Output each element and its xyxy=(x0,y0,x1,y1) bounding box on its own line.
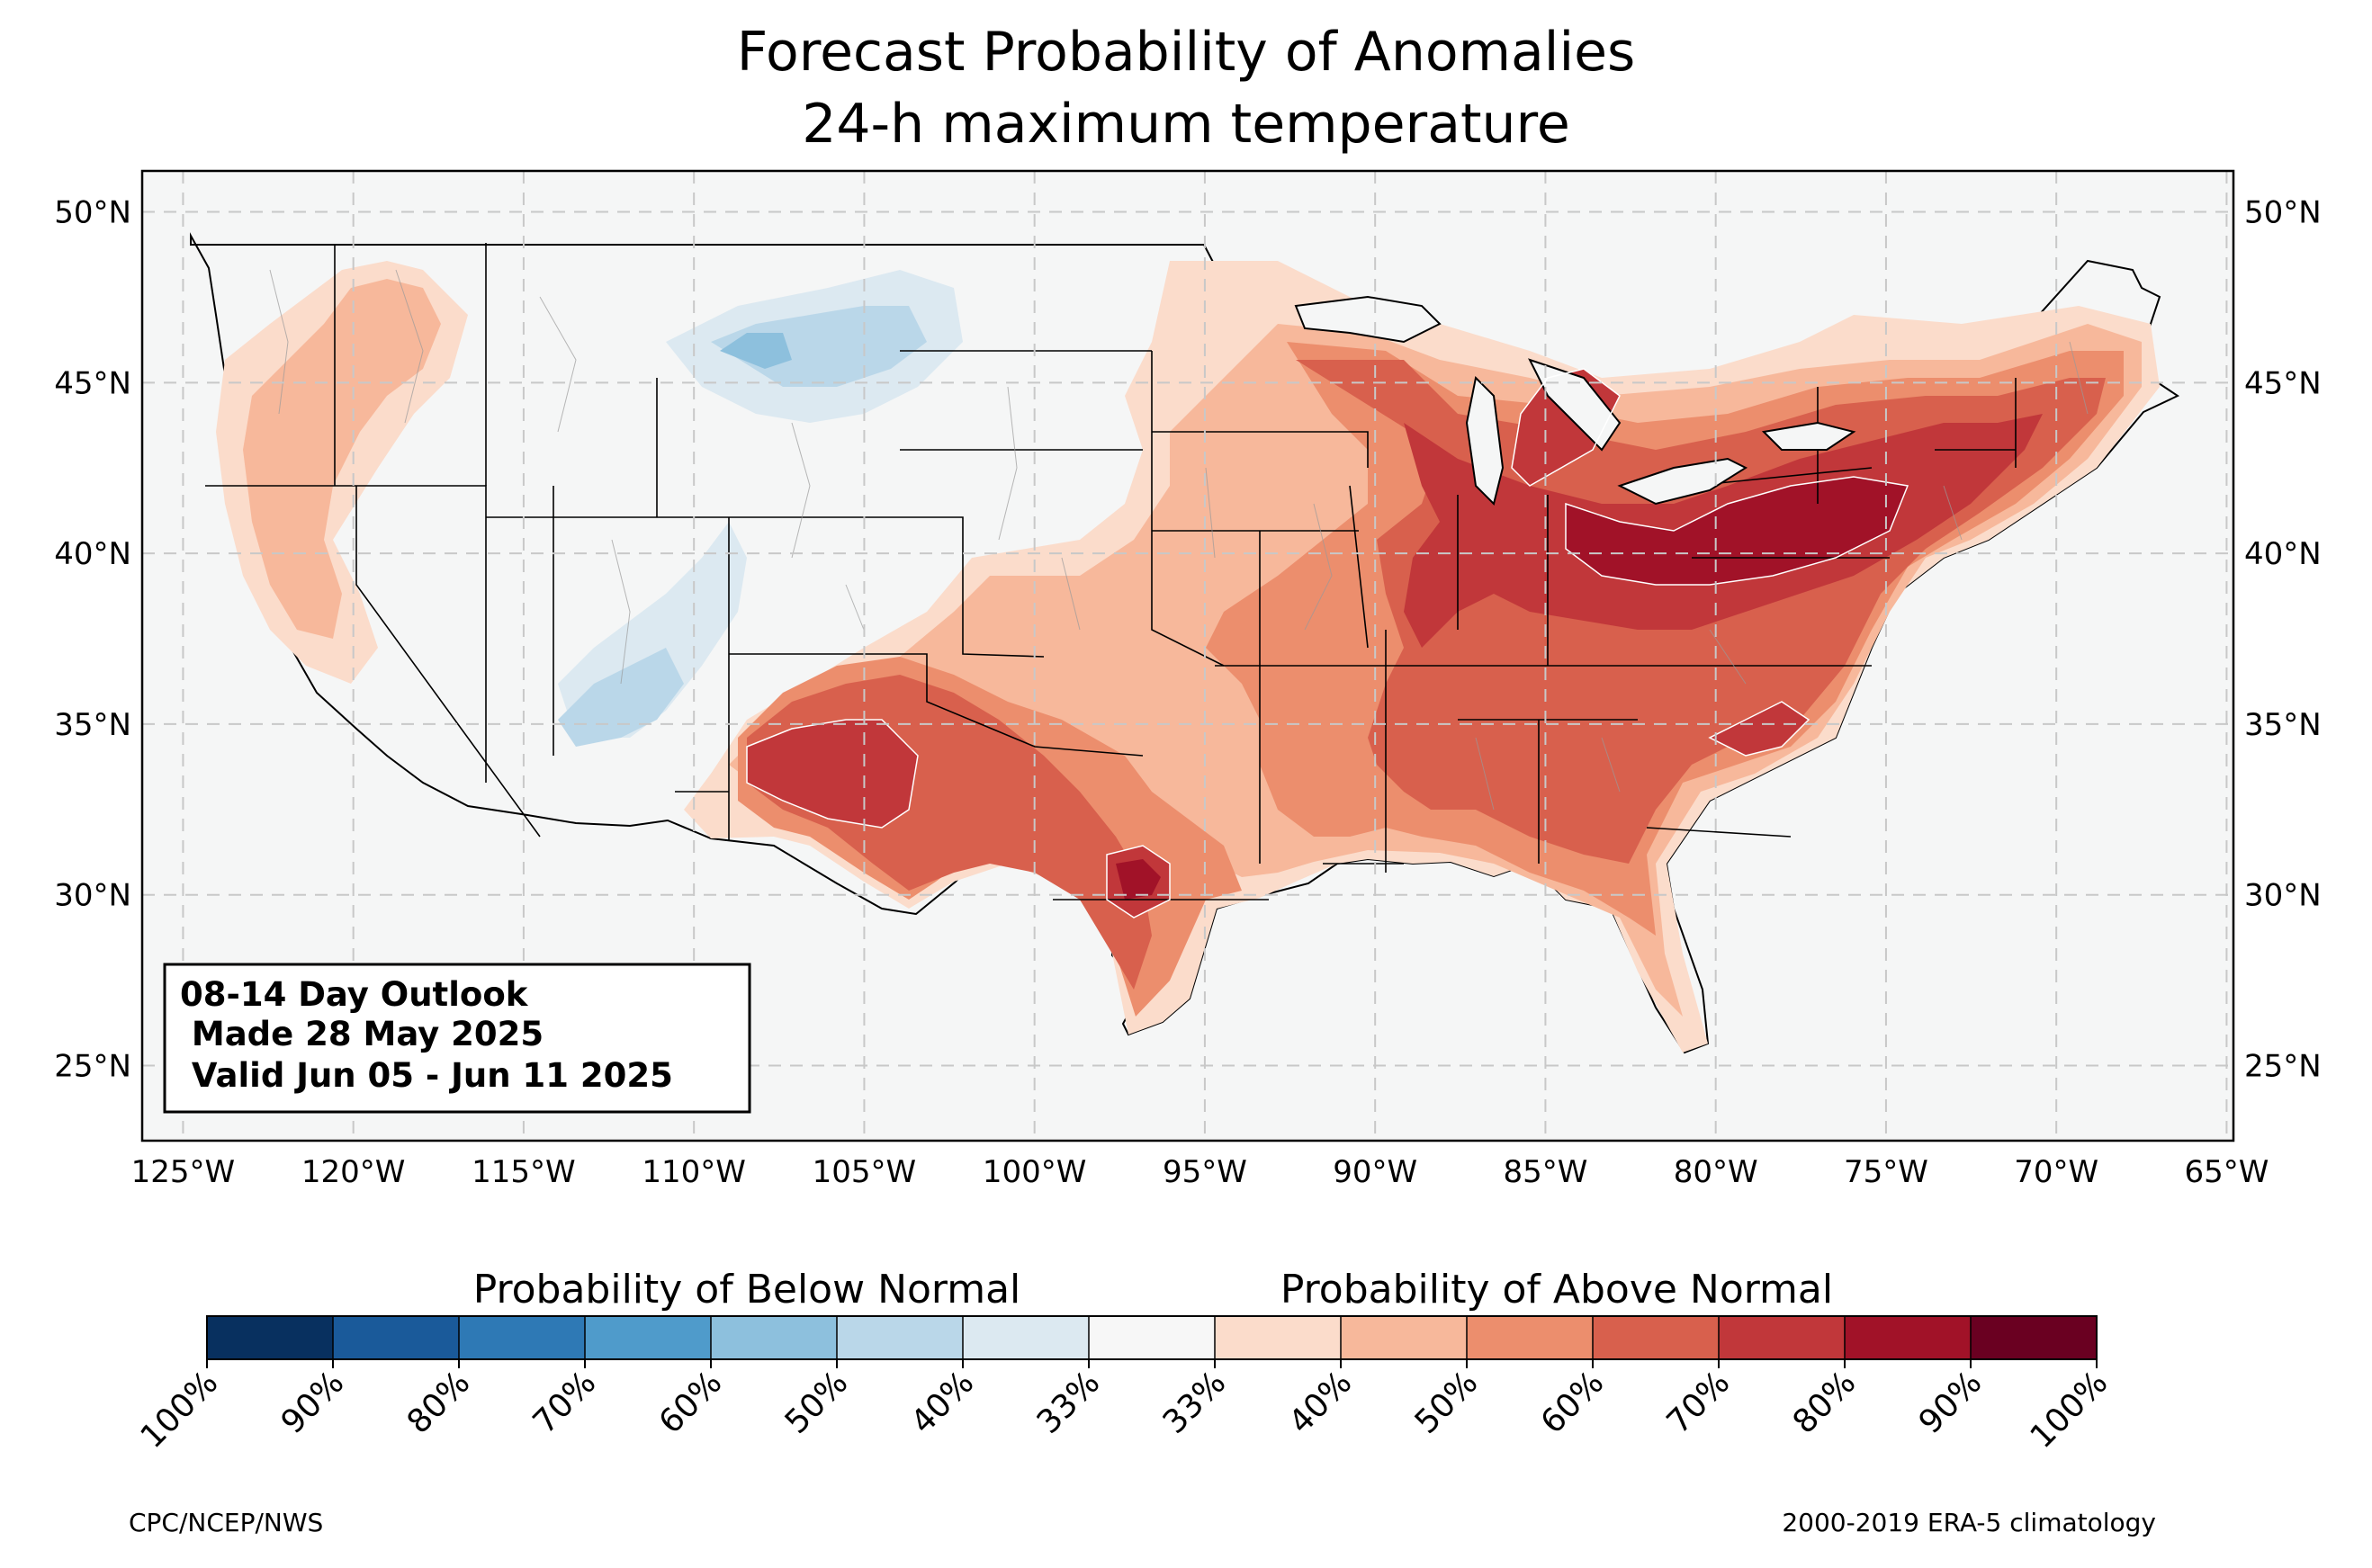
colorbar-tick-label: 60% xyxy=(1534,1364,1612,1441)
colorbar-tick-label: 50% xyxy=(1408,1364,1486,1441)
colorbar-tick-label: 40% xyxy=(1282,1364,1360,1441)
source-credit: CPC/NCEP/NWS xyxy=(129,1508,323,1537)
latitude-label: 30°N xyxy=(2244,878,2322,914)
outlook-made-date: Made 28 May 2025 xyxy=(180,1015,544,1053)
colorbar-tick-label: 60% xyxy=(652,1364,730,1441)
longitude-label: 70°W xyxy=(2014,1154,2098,1190)
colorbar-tick-label: 70% xyxy=(526,1364,604,1441)
colorbar-swatch xyxy=(207,1316,334,1359)
latitude-label: 50°N xyxy=(2244,195,2322,231)
map-title-line-2: 24-h maximum temperature xyxy=(802,93,1570,156)
colorbar-swatch xyxy=(837,1316,964,1359)
colorbar-above-title: Probability of Above Normal xyxy=(1280,1267,1833,1313)
colorbar-swatch xyxy=(459,1316,586,1359)
colorbar-tick-label: 100% xyxy=(2024,1364,2116,1456)
latitude-label: 35°N xyxy=(54,707,131,743)
colorbar-tick-label: 90% xyxy=(274,1364,352,1441)
latitude-label: 25°N xyxy=(54,1048,131,1084)
latitude-label: 35°N xyxy=(2244,707,2322,743)
colorbar-tick-label: 33% xyxy=(1030,1364,1108,1441)
map-title-line-1: Forecast Probability of Anomalies xyxy=(737,21,1636,84)
longitude-label: 75°W xyxy=(1844,1154,1928,1190)
colorbar-below-title: Probability of Below Normal xyxy=(473,1267,1021,1313)
longitude-label: 115°W xyxy=(472,1154,576,1190)
colorbar-tick-label: 33% xyxy=(1156,1364,1234,1441)
colorbar-swatches xyxy=(207,1316,2098,1359)
colorbar-tick-label: 40% xyxy=(904,1364,982,1441)
longitude-label: 80°W xyxy=(1674,1154,1758,1190)
colorbar-tick-label: 90% xyxy=(1912,1364,1990,1441)
longitude-label: 110°W xyxy=(642,1154,746,1190)
colorbar-swatch xyxy=(711,1316,838,1359)
latitude-labels-right: 50°N 45°N 40°N 35°N 30°N 25°N xyxy=(2244,195,2322,1085)
longitude-label: 125°W xyxy=(131,1154,236,1190)
state-boundaries xyxy=(205,243,2017,900)
colorbar-tick-label: 50% xyxy=(778,1364,856,1441)
latitude-label: 30°N xyxy=(54,878,131,914)
map-frame xyxy=(140,169,2235,1142)
latitude-label: 45°N xyxy=(54,365,131,401)
colorbar-swatch xyxy=(1467,1316,1594,1359)
longitude-labels: 125°W 120°W 115°W 110°W 105°W 100°W 95°W 90°W 85… xyxy=(131,1154,2269,1190)
latitude-label: 40°N xyxy=(2244,536,2322,572)
colorbar-swatch xyxy=(1089,1316,1216,1359)
colorbar-tick-label: 100% xyxy=(134,1364,226,1456)
colorbar-swatch xyxy=(1845,1316,1972,1359)
latitude-label: 25°N xyxy=(2244,1048,2322,1084)
map-panel: 125°W 120°W 115°W 110°W 105°W 100°W 95°W 90°W 85… xyxy=(54,169,2322,1190)
longitude-label: 65°W xyxy=(2184,1154,2269,1190)
outlook-valid-range: Valid Jun 05 - Jun 11 2025 xyxy=(180,1056,673,1095)
latitude-labels-left: 50°N 45°N 40°N 35°N 30°N 25°N xyxy=(54,195,131,1085)
colorbar-tick-label: 80% xyxy=(1786,1364,1864,1441)
colorbar-tick-label: 80% xyxy=(400,1364,478,1441)
longitude-label: 105°W xyxy=(813,1154,917,1190)
colorbar-swatch xyxy=(585,1316,712,1359)
colorbar-swatch xyxy=(1719,1316,1846,1359)
colorbar-swatch xyxy=(1971,1316,2098,1359)
county-boundaries xyxy=(269,269,2089,811)
colorbar-swatch xyxy=(1341,1316,1468,1359)
longitude-label: 90°W xyxy=(1333,1154,1417,1190)
colorbar-frame xyxy=(206,1315,2098,1360)
latitude-label: 50°N xyxy=(54,195,131,231)
probability-contours xyxy=(746,368,1909,918)
outlook-period: 08-14 Day Outlook xyxy=(180,975,529,1014)
colorbar-tick-label: 70% xyxy=(1660,1364,1738,1441)
below-normal-shading xyxy=(558,270,963,747)
outlook-info-box: 08-14 Day Outlook Made 28 May 2025 Valid… xyxy=(163,963,751,1114)
colorbar-swatch xyxy=(1215,1316,1342,1359)
colorbar-tick-labels: 100% 90% 80% 70% 60% 50% 40% 33% 33% 40% 50% 60% 70%… xyxy=(134,1359,2116,1456)
longitude-label: 120°W xyxy=(301,1154,406,1190)
latitude-label: 40°N xyxy=(54,536,131,572)
longitude-label: 85°W xyxy=(1503,1154,1587,1190)
above-normal-shading xyxy=(216,261,2160,1053)
climatology-note: 2000-2019 ERA-5 climatology xyxy=(1782,1508,2156,1537)
longitude-label: 100°W xyxy=(983,1154,1087,1190)
colorbar: Probability of Below Normal Probability … xyxy=(134,1267,2116,1456)
colorbar-swatch xyxy=(1593,1316,1720,1359)
latitude-label: 45°N xyxy=(2244,365,2322,401)
colorbar-swatch xyxy=(333,1316,460,1359)
longitude-label: 95°W xyxy=(1163,1154,1247,1190)
colorbar-swatch xyxy=(963,1316,1090,1359)
